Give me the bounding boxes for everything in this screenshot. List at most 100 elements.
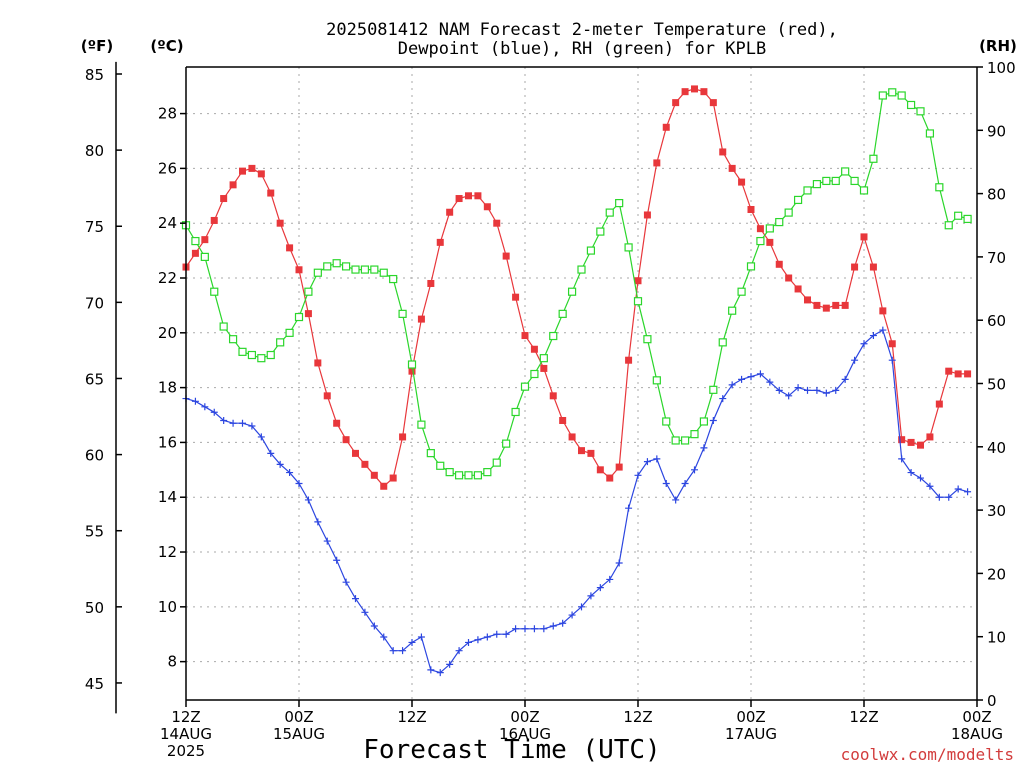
dewpoint-point [446,660,454,668]
rh-tick-label: 70 [987,249,1006,267]
temperature-point [455,195,463,203]
temperature-point [888,340,896,348]
dewpoint-point [907,469,915,477]
dewpoint-point [380,633,388,641]
rh-point [276,338,285,347]
rh-point [897,91,906,100]
time-tick-label: 00Z [284,708,313,726]
dewpoint-point [747,373,755,381]
dewpoint-point [342,578,350,586]
temperature-point [408,367,416,375]
temperature-point [286,244,294,252]
rh-tick-label: 0 [987,692,997,710]
temperature-point [606,474,614,482]
dewpoint-point [257,433,265,441]
rh-point [596,227,605,236]
fahrenheit-unit-label: (ºF) [81,37,113,55]
rh-point [680,436,690,445]
chart-title: 2025081412 NAM Forecast 2-meter Temperat… [326,20,838,59]
dewpoint-point [201,403,209,411]
rh-point [436,461,445,470]
celsius-tick-label: 14 [158,488,177,506]
temperature-point [775,260,783,268]
dewpoint-point [615,559,623,567]
temperature-point [907,438,915,446]
rh-point [257,354,266,363]
rh-point [746,262,756,271]
dewpoint-point [964,488,972,496]
rh-point [935,183,944,192]
dewpoint-point [304,496,312,504]
dewpoint-point [606,575,614,583]
rh-point [294,312,304,322]
temperature-point [681,88,689,96]
temperature-point [474,192,482,200]
rh-point [633,297,643,306]
rh-point [850,176,859,186]
temperature-point [954,370,962,378]
rh-point [341,262,351,271]
rh-tick-label: 10 [987,629,1006,647]
temperature-point [512,293,520,301]
dewpoint-point [672,496,680,504]
rh-point [671,436,680,445]
temperature-point [709,99,717,107]
dewpoint-point [700,444,708,452]
series-temperature [182,85,972,490]
rh-point [878,91,887,100]
dewpoint-line [185,329,968,674]
dewpoint-point [926,482,934,490]
temperature-point [483,203,491,211]
temperature-point [691,85,698,93]
dewpoint-point [352,595,359,603]
rh-point [652,376,661,385]
rh-point [615,198,624,208]
temperature-point [210,216,218,224]
rh-point [323,262,332,271]
rh-point [859,186,869,195]
rh-point [803,186,812,195]
temperature-point [662,123,670,131]
axes [115,61,983,714]
temperature-point [399,433,407,441]
rh-point [445,468,454,477]
temperature-point [634,277,642,285]
rh-point [822,176,831,186]
temperature-point [314,359,322,367]
dewpoint-point [427,666,435,674]
temperature-point [389,474,397,482]
temperature-point [578,447,585,455]
dewpoint-point [691,466,698,474]
dewpoint-point [794,384,802,392]
temperature-point [229,181,237,189]
dewpoint-point [474,636,482,644]
rh-point [662,417,671,426]
rh-point [539,354,548,363]
temperature-point [568,433,576,441]
rh-point [266,350,275,360]
time-tick-label: 00Z [510,708,539,726]
dewpoint-point [917,474,924,482]
temperature-point [643,211,651,219]
temperature-point [267,189,275,197]
celsius-tick-label: 8 [167,653,177,671]
dewpoint-point [851,356,859,364]
temperature-point [841,301,849,309]
dewpoint-point [888,356,896,364]
rh-point [407,360,417,369]
dewpoint-point [935,493,943,501]
rh-point [379,268,388,277]
temperature-point [352,449,359,457]
dewpoint-point [399,647,407,655]
temperature-point [756,225,764,233]
temperature-point [436,238,444,246]
rh-point [925,129,935,138]
dewpoint-point [483,633,491,641]
rh-point [228,335,238,344]
time-tick-label: 12Z [171,708,200,726]
time-tick-label: 18AUG [951,725,1003,743]
temperature-point [276,219,284,227]
dewpoint-point [455,647,463,655]
rh-point [784,208,793,217]
dewpoint-point [869,332,877,340]
